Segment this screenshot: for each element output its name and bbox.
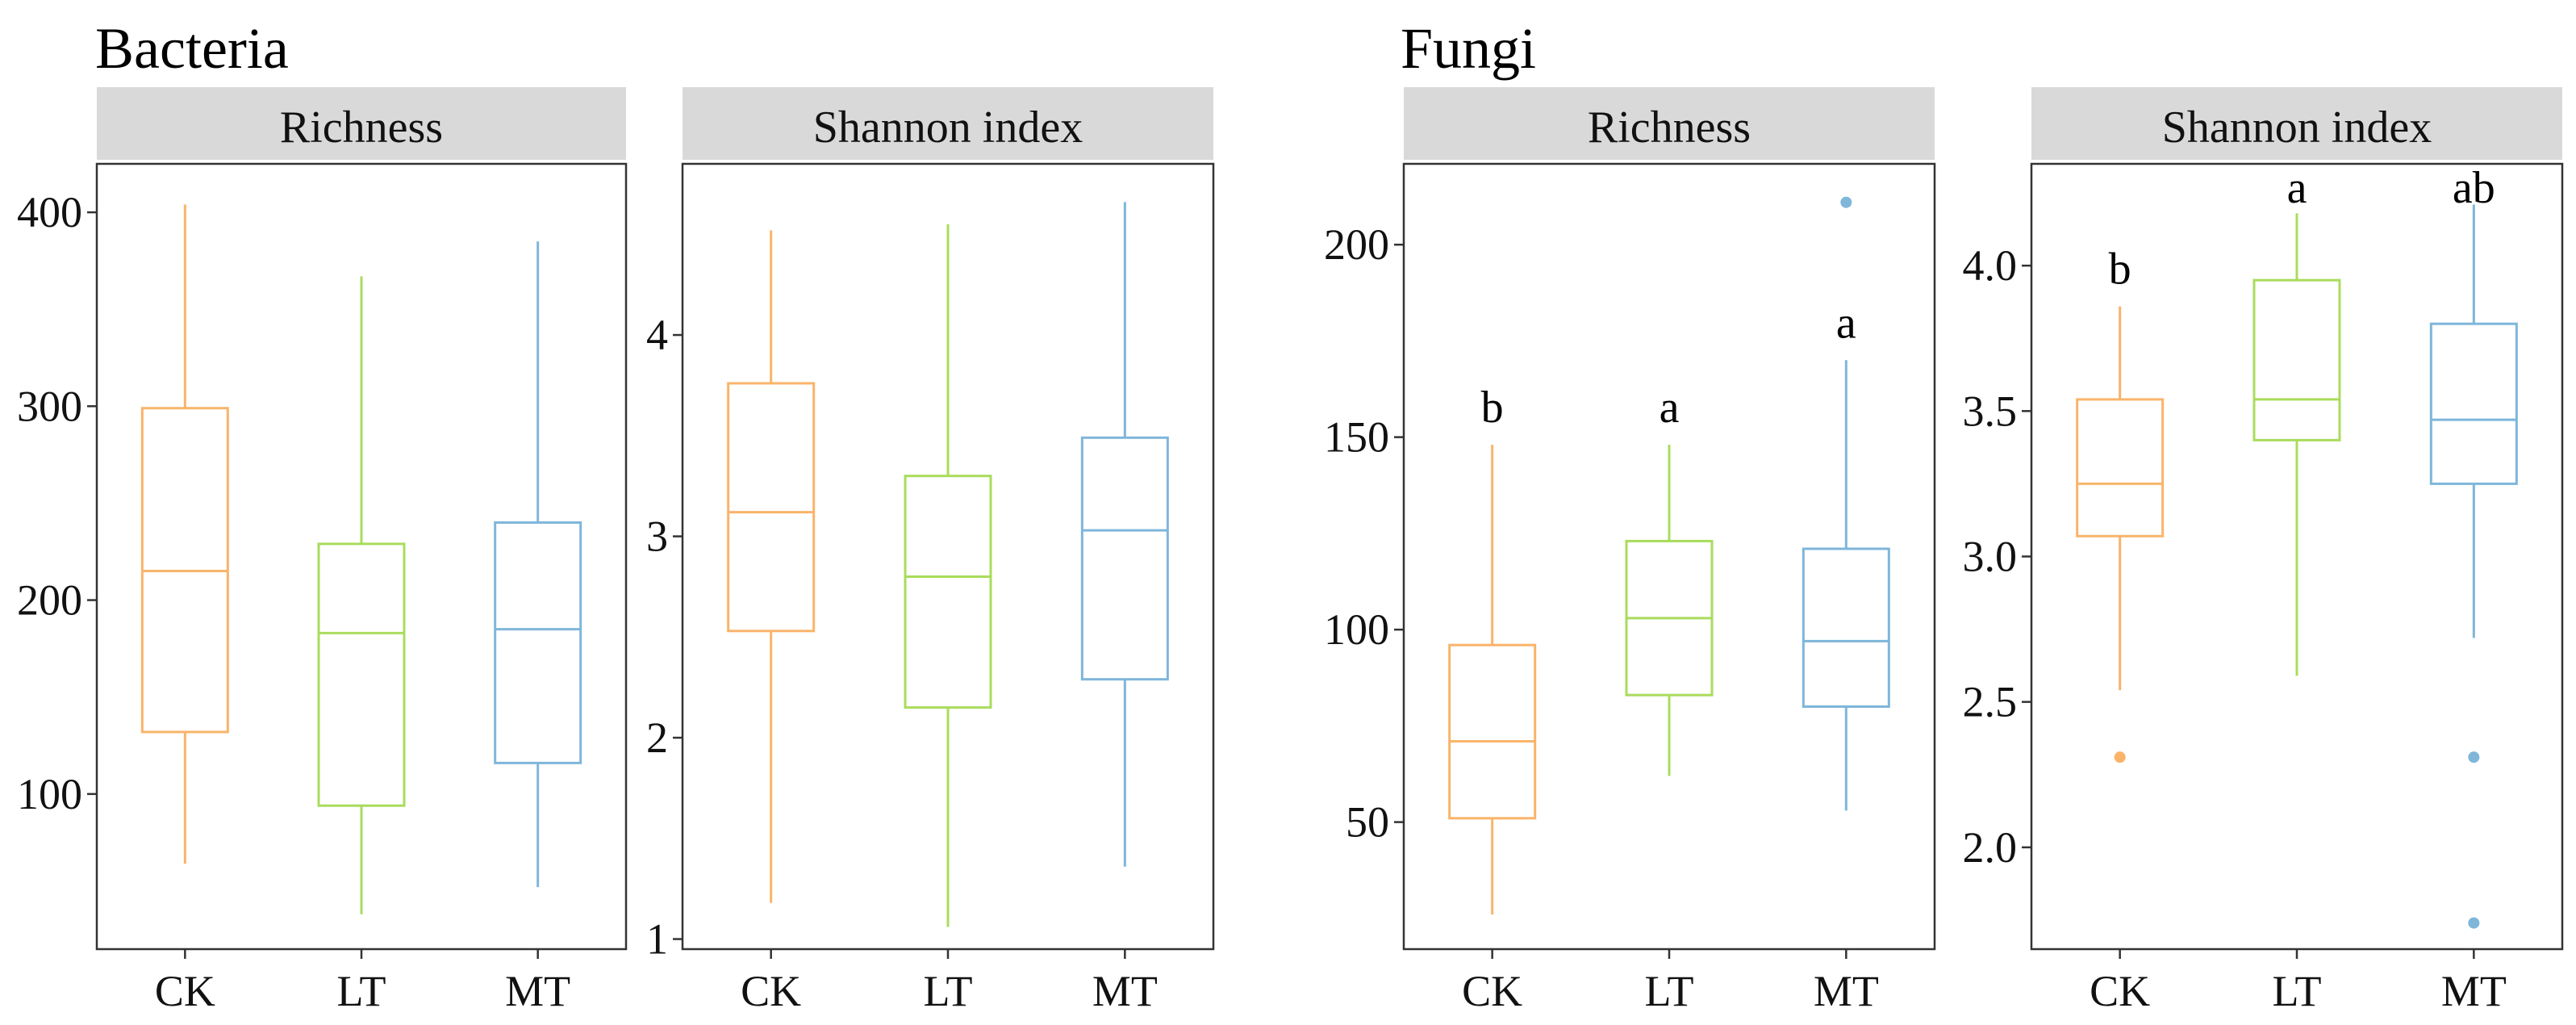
box-mt (494, 241, 582, 888)
box-mt: a (1802, 196, 1890, 811)
x-tick-label-lt: LT (336, 967, 386, 1015)
strip-background (683, 87, 1213, 160)
y-tick-label: 2 (646, 713, 668, 762)
y-tick-label: 4.0 (1963, 241, 2018, 290)
significance-letter: a (2287, 163, 2307, 213)
x-tick-label-lt: LT (2272, 967, 2321, 1015)
y-tick-label: 1 (646, 915, 668, 964)
y-tick-label: 2.5 (1963, 678, 2018, 726)
y-tick-label: 400 (17, 188, 82, 236)
box-ck (727, 230, 816, 903)
strip-background (97, 87, 626, 160)
panel-bacteria-richness: Richness 100 200 300 400 CK LT MT (17, 87, 628, 1015)
outlier-point (1840, 196, 1852, 208)
box-lt (317, 276, 406, 914)
outlier-point (2114, 751, 2126, 764)
iqr-box (2252, 278, 2341, 441)
iqr-box (1080, 436, 1169, 681)
box-ck: b (2076, 245, 2165, 764)
box-ck: b (1448, 383, 1537, 915)
panel-fungi-shannon-index: Shannon index 2.0 2.5 3.0 3.5 4.0 CK LT MT b a ab (1963, 87, 2564, 1015)
y-tick-label: 4 (646, 311, 668, 359)
iqr-box (494, 521, 582, 764)
iqr-box (727, 382, 816, 633)
x-tick-label-lt: LT (923, 967, 972, 1015)
iqr-box (904, 475, 992, 709)
panels: Richness 100 200 300 400 CK LT MT Shannon index 1… (17, 87, 2564, 1015)
significance-letter: b (1481, 383, 1504, 433)
significance-letter: a (1660, 383, 1680, 433)
y-tick-label: 2.0 (1963, 823, 2018, 872)
box-lt: a (2252, 163, 2341, 676)
x-tick-label-ck: CK (741, 967, 801, 1015)
y-tick-label: 3 (646, 512, 668, 561)
strip-title: Shannon index (813, 102, 1083, 153)
x-tick-label-mt: MT (1814, 967, 1879, 1015)
iqr-box (2076, 398, 2165, 538)
y-tick-label: 300 (17, 382, 82, 430)
panel-bacteria-shannon-index: Shannon index 1 2 3 4 CK LT MT (646, 87, 1215, 1015)
x-tick-label-mt: MT (1092, 967, 1158, 1015)
outlier-point (2468, 917, 2480, 929)
y-tick-label: 100 (1324, 605, 1389, 654)
x-tick-label-ck: CK (2090, 967, 2150, 1015)
y-tick-label: 200 (17, 576, 82, 625)
strip-background (2031, 87, 2562, 160)
box-ck (140, 204, 229, 864)
strip-title: Richness (280, 102, 443, 153)
y-tick-label: 50 (1346, 798, 1389, 847)
outlier-point (2468, 751, 2480, 764)
box-mt: ab (2429, 163, 2518, 929)
x-tick-label-mt: MT (2441, 967, 2507, 1015)
y-tick-label: 200 (1324, 220, 1389, 269)
iqr-box (2429, 322, 2518, 485)
y-tick-label: 150 (1324, 413, 1389, 462)
box-lt: a (1625, 383, 1714, 776)
significance-letter: a (1836, 298, 1856, 348)
box-mt (1080, 202, 1169, 867)
panel-fungi-richness: Richness 50 100 150 200 CK LT MT b a a (1324, 87, 1936, 1015)
x-tick-label-lt: LT (1644, 967, 1693, 1015)
bacteria-title: Bacteria (95, 16, 289, 81)
iqr-box (317, 542, 406, 807)
box-lt (904, 224, 992, 927)
y-tick-label: 3.0 (1963, 533, 2018, 581)
y-tick-label: 100 (17, 770, 82, 818)
x-tick-label-ck: CK (1462, 967, 1522, 1015)
x-tick-label-mt: MT (505, 967, 570, 1015)
fungi-title: Fungi (1401, 16, 1536, 81)
y-tick-label: 3.5 (1963, 387, 2018, 435)
strip-title: Shannon index (2162, 102, 2432, 153)
iqr-box (1448, 643, 1537, 820)
strip-title: Richness (1588, 102, 1751, 153)
x-tick-label-ck: CK (155, 967, 215, 1015)
significance-letter: b (2109, 245, 2131, 295)
iqr-box (1802, 547, 1890, 709)
strip-background (1404, 87, 1935, 160)
significance-letter: ab (2453, 163, 2495, 213)
